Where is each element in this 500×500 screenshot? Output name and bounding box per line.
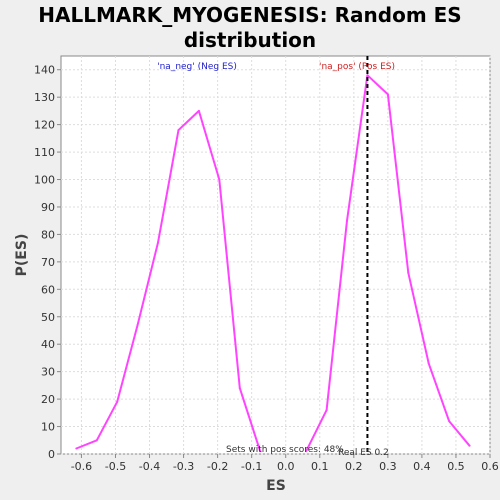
y-tick-label: 0 (48, 448, 55, 461)
data-point (197, 109, 200, 112)
neg-es-annotation: 'na_neg' (Neg ES) (157, 62, 237, 72)
real-es-note: Real ES 0.2 (338, 448, 389, 458)
plot-area (60, 55, 491, 455)
y-axis-label: P(ES) (14, 234, 30, 277)
y-tick-label: 130 (34, 91, 55, 104)
data-point (325, 409, 328, 412)
x-tick-label: -0.3 (173, 460, 194, 473)
x-tick-label: 0.5 (447, 460, 465, 473)
data-point (259, 450, 262, 453)
y-tick-label: 30 (41, 366, 55, 379)
grid (61, 56, 491, 455)
data-point (305, 450, 308, 453)
x-tick-label: 0.0 (277, 460, 295, 473)
x-tick-label: -0.5 (105, 460, 126, 473)
chart-title-line2: distribution (184, 28, 316, 52)
y-tick-label: 10 (41, 421, 55, 434)
x-tick-label: -0.1 (241, 460, 262, 473)
y-tick-label: 20 (41, 393, 55, 406)
y-tick-label: 100 (34, 174, 55, 187)
y-tick-label: 40 (41, 338, 55, 351)
pos-es-annotation: 'na_pos' (Pos ES) (319, 62, 395, 72)
x-tick-label: 0.1 (311, 460, 329, 473)
x-tick-label: -0.6 (71, 460, 92, 473)
data-point (346, 219, 348, 222)
data-point (75, 447, 78, 450)
data-point (366, 74, 369, 77)
x-tick-label: 0.3 (379, 460, 397, 473)
series-layer (75, 74, 471, 453)
y-tick-label: 140 (34, 64, 55, 77)
data-point (136, 323, 139, 326)
x-tick-label: 0.6 (481, 460, 499, 473)
data-point (427, 362, 430, 365)
series-line-1 (75, 109, 262, 452)
data-point (468, 444, 471, 447)
data-point (95, 439, 98, 442)
x-axis-label: ES (266, 478, 286, 494)
y-tick-label: 90 (41, 201, 55, 214)
data-point (116, 400, 119, 403)
data-point (177, 129, 180, 132)
x-tick-label: 0.2 (345, 460, 363, 473)
y-tick-label: 70 (41, 256, 55, 269)
data-point (238, 387, 241, 390)
y-tick-label: 120 (34, 119, 55, 132)
data-point (218, 178, 221, 181)
x-axis: -0.6 -0.5 -0.4 -0.3 -0.2 -0.1 0.0 0.1 0.2 0.3 0.4 0… (71, 454, 499, 473)
y-tick-label: 60 (41, 283, 55, 296)
data-point (157, 241, 160, 244)
data-point (386, 93, 389, 96)
y-tick-label: 50 (41, 311, 55, 324)
x-tick-label: -0.4 (139, 460, 160, 473)
x-tick-label: -0.2 (207, 460, 228, 473)
y-tick-label: 110 (34, 146, 55, 159)
data-point (407, 271, 410, 274)
y-axis: 0 10 20 30 40 50 60 70 80 90 100 110 120 130 140 (34, 64, 61, 461)
y-tick-label: 80 (41, 228, 55, 241)
data-point (448, 420, 451, 423)
chart-title-line1: HALLMARK_MYOGENESIS: Random ES (38, 3, 461, 27)
x-tick-label: 0.4 (413, 460, 431, 473)
pos-scores-note: Sets with pos scores: 48% (226, 445, 344, 455)
